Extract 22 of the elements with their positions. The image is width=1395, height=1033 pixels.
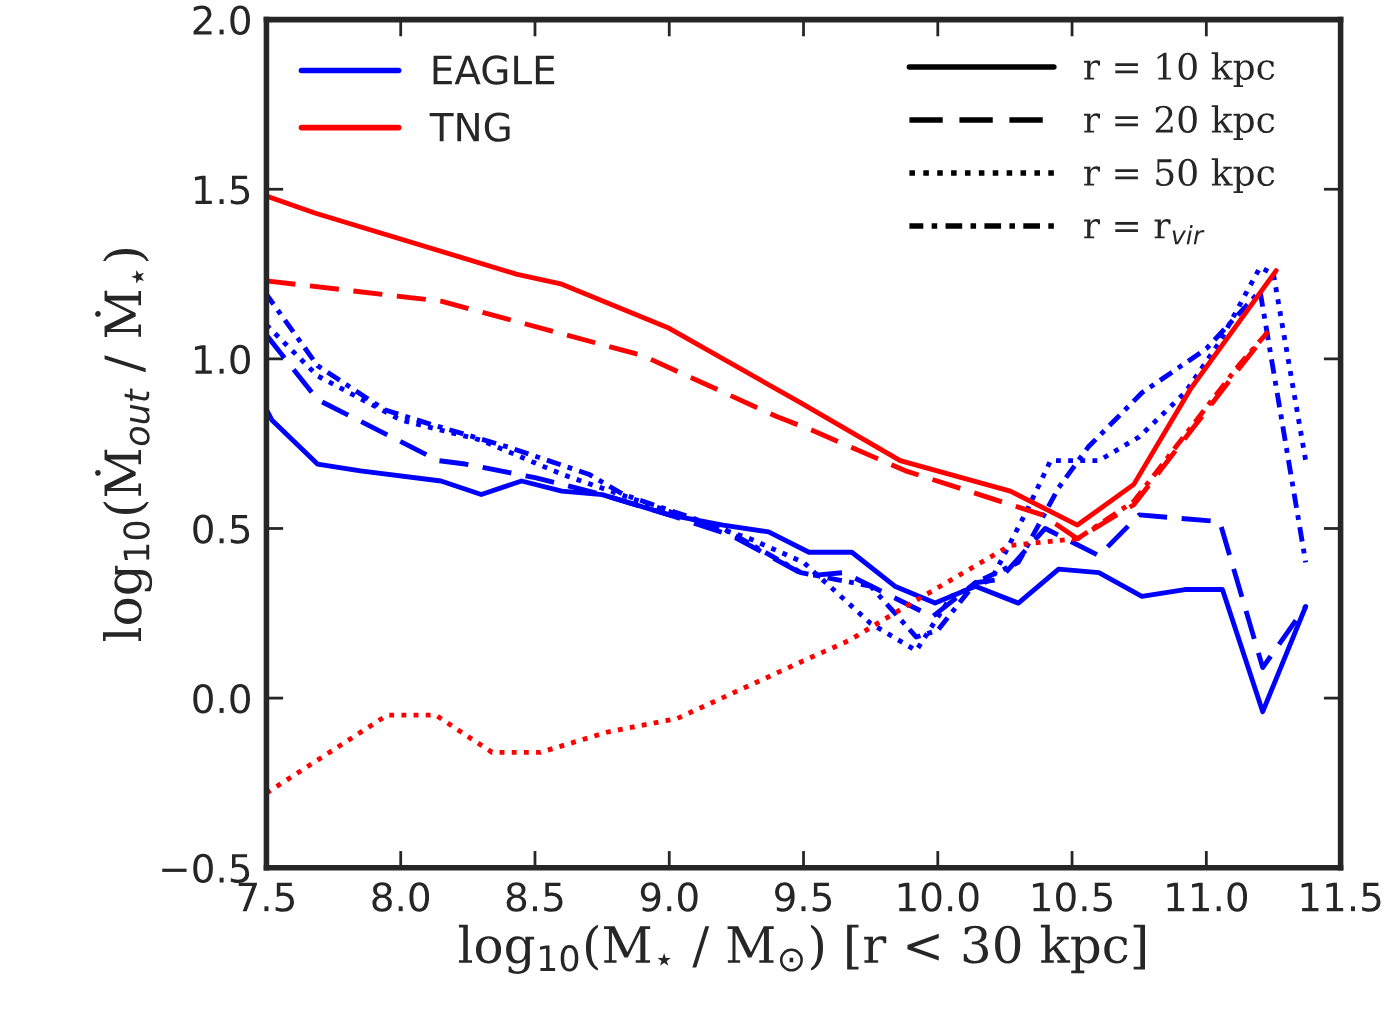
x-tick-label: 10.0 — [898, 882, 979, 912]
legend-label: r = 10 kpc — [1084, 52, 1275, 88]
x-tick-label: 9.5 — [775, 882, 832, 912]
x-tick-label: 8.5 — [506, 882, 563, 912]
legend-label: TNG — [429, 112, 510, 142]
y-tick-label: 1.5 — [194, 175, 250, 205]
legend-label: r = 20 kpc — [1084, 105, 1275, 141]
y-axis-title: log$_{10}$(Ṁ$_{out}$ / Ṁ$_{⋆}$) — [95, 248, 153, 641]
x-tick-label: 11.0 — [1167, 882, 1248, 912]
x-tick-label: 9.0 — [640, 882, 698, 912]
y-tick-label: 0.0 — [193, 684, 250, 714]
y-tick-label: 0.5 — [193, 514, 250, 544]
x-axis-title: log$_{10}$(M$_{⋆}$ / M$_{⊙}$) [r < 30 kpc] — [458, 924, 1145, 974]
legend-label: r = r$_{vir}$ — [1084, 219, 1205, 245]
y-tick-label: 1.0 — [194, 344, 250, 375]
x-tick-label: 11.5 — [1301, 882, 1381, 912]
x-tick-label: 8.0 — [372, 882, 430, 912]
x-tick-label: 7.5 — [238, 882, 294, 912]
legend-label: r = 50 kpc — [1084, 158, 1275, 194]
legend-label: EAGLE — [433, 55, 555, 85]
y-tick-label: 2.0 — [193, 5, 250, 35]
x-tick-label: 10.5 — [1033, 882, 1112, 912]
